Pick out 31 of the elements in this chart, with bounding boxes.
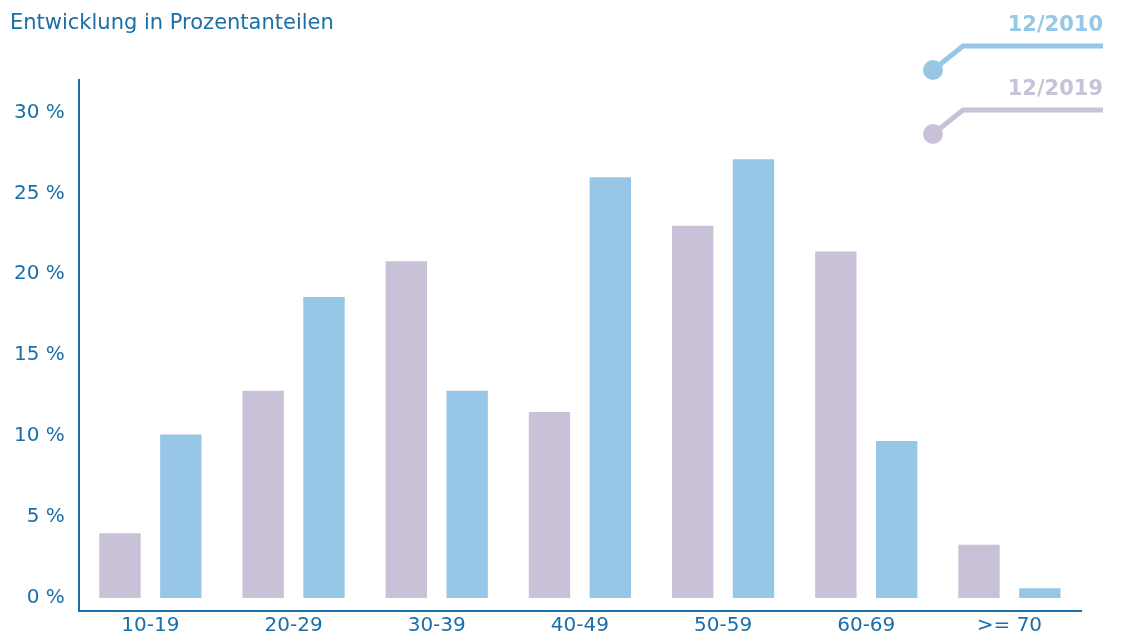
x-tick-label: 30-39 (407, 612, 466, 637)
y-tick-label: 30 % (14, 98, 65, 123)
bar (589, 177, 632, 599)
text: 12/2019 (1007, 76, 1103, 100)
bar (242, 390, 284, 599)
x-tick-label: 40-49 (550, 612, 609, 637)
y-tick-label: 15 % (14, 341, 65, 366)
y-tick-label: 5 % (26, 503, 65, 528)
x-tick-label: >= 70 (976, 612, 1043, 637)
x-tick-label: 50-59 (694, 612, 753, 637)
bar (671, 225, 714, 599)
y-tick-label: 25 % (14, 179, 65, 204)
bar (528, 411, 571, 599)
bar (446, 390, 488, 599)
bar (385, 261, 427, 599)
bar (160, 434, 202, 599)
bar (875, 441, 918, 599)
bar (1019, 588, 1061, 599)
x-tick-label: 20-29 (264, 612, 323, 637)
x-tick-label: 60-69 (837, 612, 896, 637)
bar (958, 544, 1000, 599)
y-tick-label: 20 % (14, 260, 65, 285)
y-tick-label: 10 % (14, 422, 65, 447)
bar (303, 296, 345, 599)
x-tick-label: 10-19 (121, 612, 180, 637)
bar (99, 533, 141, 599)
y-tick-label: 0 % (26, 584, 65, 609)
bar (732, 159, 775, 599)
bar (815, 251, 857, 599)
chart-title: Entwicklung in Prozentanteilen (10, 10, 334, 34)
text: 12/2010 (1007, 12, 1103, 36)
